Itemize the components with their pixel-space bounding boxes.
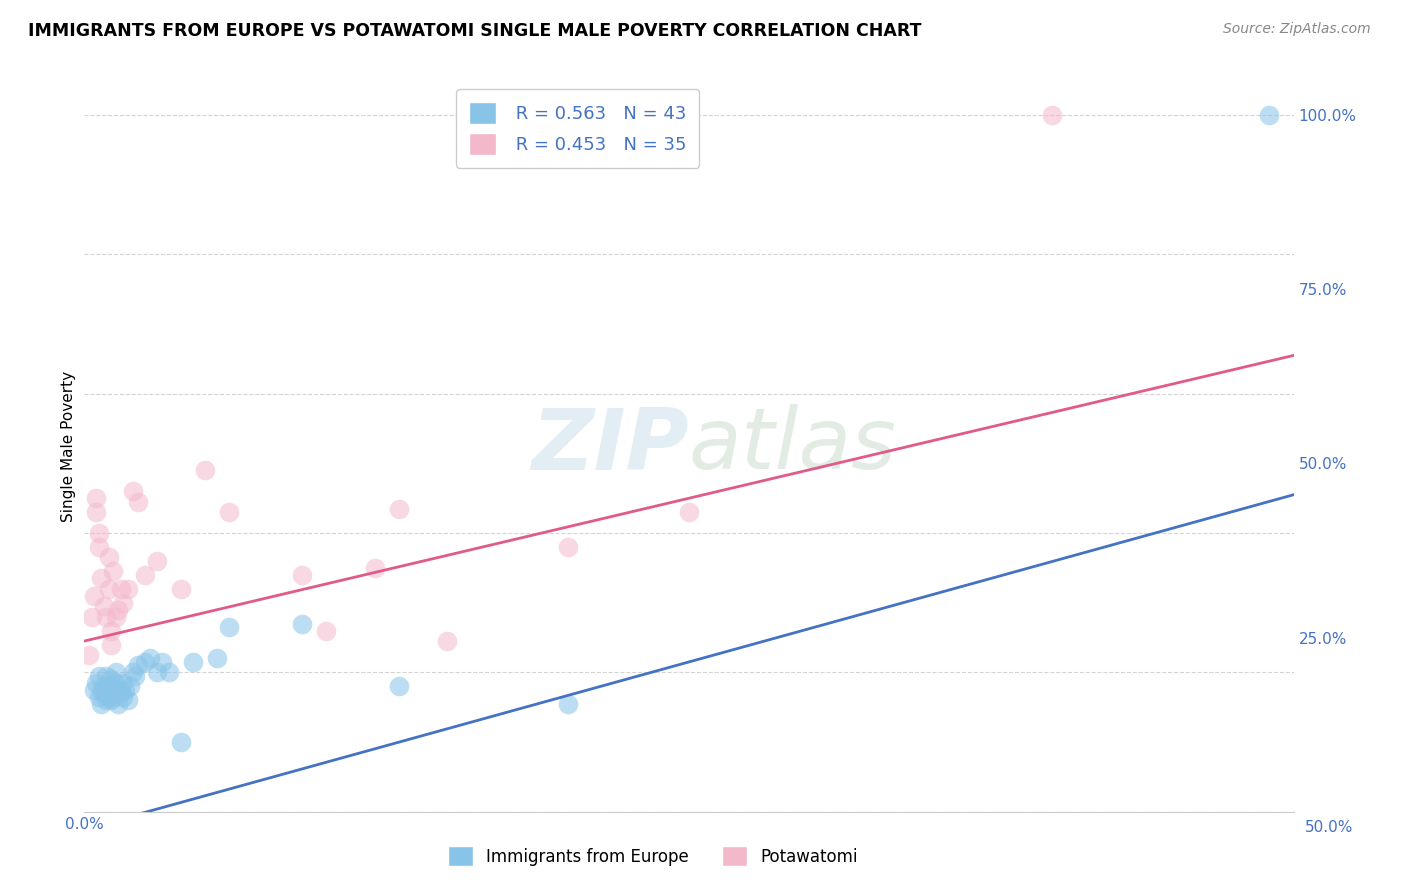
Point	[127, 494, 149, 508]
Point	[557, 697, 579, 711]
Point	[150, 655, 173, 669]
Point	[124, 669, 146, 683]
Point	[110, 582, 132, 596]
Point	[112, 690, 135, 704]
Y-axis label: Single Male Poverty: Single Male Poverty	[60, 370, 76, 522]
Point	[1258, 108, 1281, 122]
Point	[110, 686, 132, 700]
Point	[112, 596, 135, 610]
Point	[134, 655, 156, 669]
Point	[104, 676, 127, 690]
Point	[107, 603, 129, 617]
Point	[100, 638, 122, 652]
Point	[83, 682, 105, 697]
Point	[557, 540, 579, 554]
Point	[100, 624, 122, 638]
Point	[146, 665, 169, 680]
Legend: Immigrants from Europe, Potawatomi: Immigrants from Europe, Potawatomi	[441, 839, 865, 873]
Point	[103, 682, 125, 697]
Text: ZIP: ZIP	[531, 404, 689, 488]
Point	[93, 679, 115, 693]
Point	[218, 505, 240, 519]
Point	[120, 679, 142, 693]
Text: IMMIGRANTS FROM EUROPE VS POTAWATOMI SINGLE MALE POVERTY CORRELATION CHART: IMMIGRANTS FROM EUROPE VS POTAWATOMI SIN…	[28, 22, 921, 40]
Point	[138, 651, 160, 665]
Point	[104, 665, 127, 680]
Point	[97, 679, 120, 693]
Point	[146, 554, 169, 568]
Point	[1040, 108, 1063, 122]
Point	[218, 620, 240, 634]
Point	[97, 550, 120, 565]
Point	[103, 690, 125, 704]
Point	[94, 609, 117, 624]
Point	[117, 693, 139, 707]
Point	[80, 609, 103, 624]
Point	[170, 582, 193, 596]
Text: 50.0%: 50.0%	[1305, 821, 1353, 835]
Point	[104, 609, 127, 624]
Point	[112, 676, 135, 690]
Point	[436, 634, 458, 648]
Point	[127, 658, 149, 673]
Point	[87, 669, 110, 683]
Point	[90, 682, 112, 697]
Point	[291, 616, 314, 631]
Point	[93, 599, 115, 614]
Point	[388, 679, 411, 693]
Point	[291, 567, 314, 582]
Point	[207, 651, 229, 665]
Point	[121, 665, 143, 680]
Point	[170, 735, 193, 749]
Point	[94, 669, 117, 683]
Point	[83, 589, 105, 603]
Point	[86, 491, 108, 506]
Point	[97, 686, 120, 700]
Point	[110, 682, 132, 697]
Point	[315, 624, 337, 638]
Point	[134, 567, 156, 582]
Point	[100, 673, 122, 687]
Point	[117, 582, 139, 596]
Point	[93, 686, 115, 700]
Point	[77, 648, 100, 662]
Point	[121, 484, 143, 499]
Point	[87, 526, 110, 541]
Point	[94, 693, 117, 707]
Point	[678, 505, 700, 519]
Point	[388, 501, 411, 516]
Point	[86, 676, 108, 690]
Point	[363, 561, 385, 575]
Point	[107, 697, 129, 711]
Point	[194, 463, 217, 477]
Text: Source: ZipAtlas.com: Source: ZipAtlas.com	[1223, 22, 1371, 37]
Point	[90, 571, 112, 585]
Point	[90, 697, 112, 711]
Point	[87, 540, 110, 554]
Point	[181, 655, 204, 669]
Point	[86, 505, 108, 519]
Point	[97, 582, 120, 596]
Point	[114, 682, 136, 697]
Text: atlas: atlas	[689, 404, 897, 488]
Point	[157, 665, 180, 680]
Point	[100, 693, 122, 707]
Point	[97, 690, 120, 704]
Point	[103, 565, 125, 579]
Point	[87, 690, 110, 704]
